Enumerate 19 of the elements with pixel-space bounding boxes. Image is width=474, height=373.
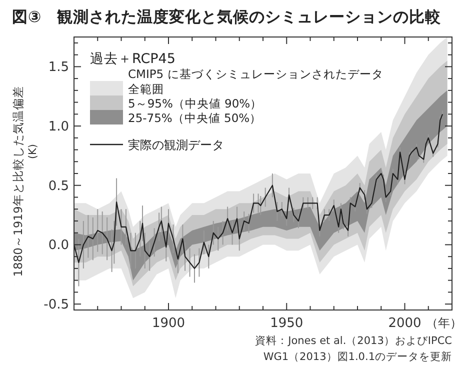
y-axis-title: 1880～1919年と比較した気温偏差 (K) xyxy=(11,86,39,277)
x-tick-label: 1950 xyxy=(270,316,304,331)
y-tick-label: -0.5 xyxy=(44,298,69,313)
x-tick-label: 2000 xyxy=(388,316,422,331)
text: 資料：Jones et al.（2013）およびIPCC xyxy=(255,334,452,347)
legend-title: 過去＋RCP45 xyxy=(90,51,176,67)
annotation: CMIP5 に基づくシミュレーションされたデータ xyxy=(128,67,384,81)
y-tick-label: 1.5 xyxy=(48,60,69,76)
y-tick-label: 1.0 xyxy=(48,120,69,135)
y-tick-label: 0.5 xyxy=(48,178,69,194)
chart-title: 図③ 観測された温度変化と気候のシミュレーションの比較 xyxy=(12,7,442,26)
legend-label: 実際の観測データ xyxy=(128,138,224,152)
text: WG1（2013）図1.0.1のデータを更新 xyxy=(263,350,452,363)
y-tick-label: 0.0 xyxy=(48,238,69,254)
legend-label: 5～95%（中央値 90%） xyxy=(128,96,262,110)
x-tick-label: 1900 xyxy=(152,316,186,331)
legend-label: 25-75%（中央値 50%） xyxy=(128,111,262,125)
legend-label: 全範囲 xyxy=(128,82,164,96)
x-axis-title: （年） xyxy=(426,316,462,330)
